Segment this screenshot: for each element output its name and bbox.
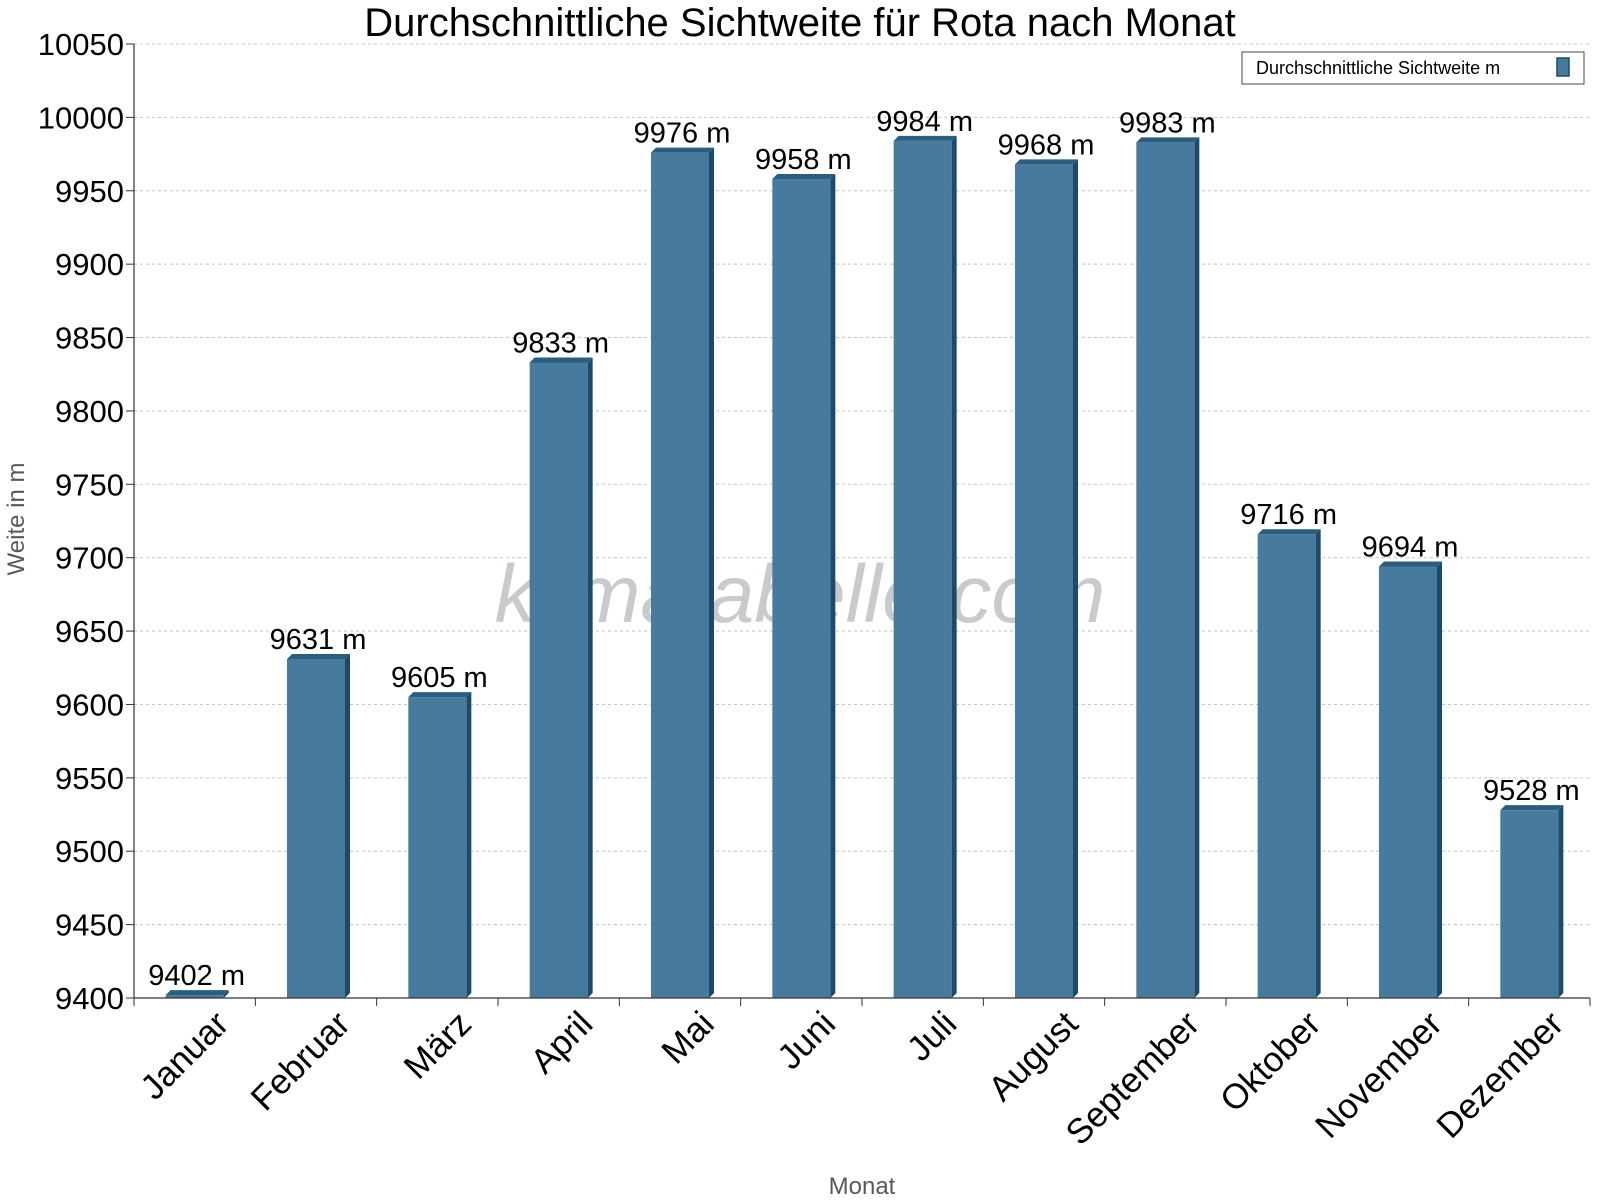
x-tick-label: Januar [133,1004,236,1107]
bar-side [223,990,229,998]
bar [1500,810,1559,998]
bar-top [529,357,593,363]
bar-april: 9833 m [512,327,609,998]
y-tick-label: 9900 [55,247,124,282]
bar-side [951,135,957,999]
x-tick-label: September [1058,1004,1207,1153]
bar-top [165,990,229,996]
bar-value-label: 9976 m [634,118,731,150]
bar-side [345,653,350,998]
bar [1015,164,1073,998]
bar-value-label: 9605 m [391,662,488,694]
bar [1379,566,1437,998]
legend: Durchschnittliche Sichtweite m [1241,51,1585,85]
y-tick-label: 9500 [55,834,124,869]
x-tick-label: Juni [770,1004,843,1077]
bar-value-label: 9968 m [998,129,1095,161]
x-tick-label: April [523,1004,600,1081]
bars: 9402 m 9631 m 9605 m 9833 m 9976 m 9958 m 9984… [148,106,1580,999]
bar [1136,142,1195,998]
bar-side [709,147,714,998]
bar-top [1136,137,1200,143]
x-tick-labels: Januar Februar März April Mai Juni Juli AugustS… [133,1004,1571,1153]
x-tick-label: Mai [654,1004,721,1071]
x-tick-label: August [981,1004,1086,1109]
bar-juni: 9958 m [755,144,852,998]
bar-value-label: 9528 m [1483,775,1580,807]
bar-februar: 9631 m [270,624,367,998]
bar-value-label: 9833 m [512,327,609,359]
bar-value-label: 9983 m [1119,107,1216,139]
y-tick-label: 9450 [55,908,124,943]
bar-side [1315,529,1321,998]
bar-top [1500,805,1564,811]
bar-top [1379,561,1442,567]
legend-swatch [1556,57,1570,77]
legend-box [1241,51,1585,85]
bar [165,995,224,998]
bar-juli: 9984 m [876,106,973,999]
bar [772,179,831,998]
bar-dezember: 9528 m [1483,775,1580,998]
axes [126,43,1591,1006]
bar-value-label: 9958 m [755,144,852,176]
bar-side [1558,805,1564,998]
bar [893,140,952,999]
bar-top [1015,159,1078,165]
bar-side [466,692,472,998]
bar-side [587,357,593,998]
y-tick-label: 9550 [55,761,124,796]
x-axis-label: Monat [829,1173,896,1200]
bar-side [1437,561,1442,998]
x-tick-label: Oktober [1213,1004,1329,1120]
bar-side [830,174,836,998]
y-tick-label: 10050 [38,27,124,62]
bar [408,697,467,998]
bar-top [1257,529,1321,535]
gridlines [134,43,1590,926]
bar-value-label: 9694 m [1362,531,1459,563]
bar [529,362,588,998]
x-tick-label: Dezember [1429,1004,1571,1146]
bar-januar: 9402 m [148,960,245,998]
bar-top [651,147,714,153]
bar-top [772,174,836,180]
bar-oktober: 9716 m [1240,499,1337,998]
bar-side [1194,137,1200,998]
y-tick-label: 9600 [55,687,124,722]
y-tick-label: 9400 [55,981,124,1016]
bar-side [1073,159,1078,998]
bar-september: 9983 m [1119,107,1216,998]
y-tick-label: 9950 [55,174,124,209]
x-tick-label: November [1308,1004,1450,1146]
bar-november: 9694 m [1362,531,1459,998]
bar-top [893,135,957,141]
bar-august: 9968 m [998,129,1095,998]
y-axis-label: Weite in m [3,463,30,576]
bar [1257,534,1316,998]
y-tick-label: 9750 [55,467,124,502]
bar-top [408,692,472,698]
x-tick-label: März [396,1004,479,1087]
bar-mai: 9976 m [634,118,731,998]
y-tick-label: 9650 [55,614,124,649]
y-tick-label: 9850 [55,321,124,356]
bar [287,658,345,998]
y-tick-label: 9700 [55,541,124,576]
bar-value-label: 9402 m [148,960,245,992]
x-tick-label: Juli [900,1004,965,1069]
bar [651,152,709,998]
legend-label: Durchschnittliche Sichtweite m [1256,58,1500,78]
bar-value-label: 9631 m [270,624,367,656]
x-tick-label: Februar [243,1004,357,1118]
y-tick-label: 9800 [55,394,124,429]
bar-top [287,653,350,659]
bar-value-label: 9716 m [1240,499,1337,531]
y-tick-label: 10000 [38,100,124,135]
bar-märz: 9605 m [391,662,488,998]
bar-value-label: 9984 m [876,106,973,138]
y-tick-labels: 9400 9450 9500 9550 9600 9650 9700 9750 9800 9850… [38,27,124,1016]
chart-title: Durchschnittliche Sichtweite für Rota na… [364,1,1236,45]
